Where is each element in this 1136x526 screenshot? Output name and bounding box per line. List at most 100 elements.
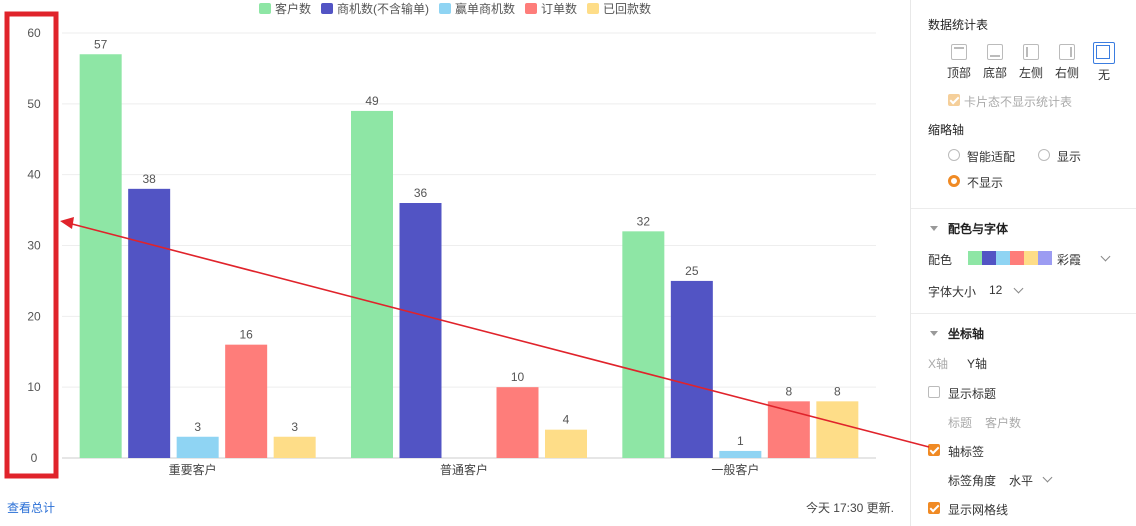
thumb-axis-title: 缩略轴 — [928, 123, 965, 137]
legend-item[interactable]: 商机数(不含输单) — [320, 0, 429, 16]
y-tick-label: 40 — [27, 168, 41, 182]
y-tick-label: 10 — [27, 380, 41, 394]
highlight-box — [4, 11, 59, 479]
legend-item[interactable]: 已回款数 — [587, 0, 651, 16]
bar-value-label: 38 — [142, 172, 156, 186]
stats-position-none-label: 无 — [1097, 68, 1110, 82]
y-tick-label: 30 — [27, 239, 41, 253]
axis-title-input[interactable]: 客户数 — [985, 416, 1022, 430]
x-tick-label: 普通客户 — [440, 462, 488, 477]
axis-title-label: 标题 — [948, 416, 973, 430]
stats-position-right[interactable]: 右侧 — [1054, 44, 1080, 81]
bar[interactable] — [128, 188, 171, 459]
legend-label: 订单数 — [541, 1, 578, 16]
bar[interactable] — [767, 401, 810, 458]
stats-position-top[interactable]: 顶部 — [946, 44, 972, 81]
bar-value-label: 1 — [737, 434, 744, 448]
bar[interactable] — [816, 401, 859, 458]
y-axis-tab[interactable]: Y轴 — [967, 357, 988, 371]
palette-label: 配色 — [928, 253, 953, 267]
stats-position-top-label: 顶部 — [946, 66, 971, 80]
legend-label: 赢单商机数 — [454, 1, 515, 16]
show-title-checkbox[interactable] — [928, 386, 940, 398]
legend-label: 已回款数 — [603, 1, 652, 16]
font-size-value[interactable]: 12 — [989, 283, 1003, 297]
collapse-caret-icon[interactable] — [930, 226, 938, 231]
palette-dropdown-chevron-icon[interactable] — [1100, 251, 1111, 262]
stats-position-none[interactable]: 无 — [1091, 42, 1117, 83]
view-total-link[interactable]: 查看总计 — [7, 501, 56, 515]
x-axis-tab[interactable]: X轴 — [928, 357, 949, 371]
bar[interactable] — [399, 203, 442, 458]
axis-label-checkbox[interactable] — [928, 444, 940, 456]
y-tick-label: 20 — [27, 309, 41, 323]
bar-value-label: 36 — [414, 186, 428, 200]
legend-swatch — [258, 2, 271, 14]
axis-section-title[interactable]: 坐标轴 — [948, 327, 985, 341]
axis-label-label: 轴标签 — [948, 445, 985, 459]
x-tick-label: 一般客户 — [711, 462, 759, 477]
bar-value-label: 57 — [94, 37, 108, 51]
palette-swatch-1 — [982, 251, 996, 265]
table-top-icon — [951, 44, 967, 60]
bar[interactable] — [176, 436, 219, 458]
bar-value-label: 10 — [511, 370, 525, 384]
thumb-axis-show-radio[interactable] — [1038, 149, 1050, 161]
x-tick-label: 重要客户 — [169, 462, 217, 477]
chart-legend: 客户数 商机数(不含输单) 赢单商机数 订单数 已回款数 — [0, 0, 910, 16]
stats-position-bottom[interactable]: 底部 — [982, 44, 1008, 81]
font-size-chevron-icon[interactable] — [1013, 283, 1024, 294]
bar[interactable] — [545, 429, 587, 458]
legend-item[interactable]: 赢单商机数 — [438, 0, 515, 16]
bar-value-label: 8 — [785, 384, 792, 398]
palette-swatch-5 — [1038, 251, 1052, 265]
font-size-label: 字体大小 — [928, 285, 977, 299]
annotation-arrow-head — [60, 217, 74, 229]
y-tick-label: 50 — [27, 97, 41, 111]
collapse-caret-icon[interactable] — [930, 331, 938, 336]
bar[interactable] — [225, 344, 268, 458]
stats-position-left[interactable]: 左侧 — [1018, 44, 1044, 81]
divider — [911, 208, 1136, 209]
color-font-title[interactable]: 配色与字体 — [948, 222, 1009, 236]
legend-item[interactable]: 订单数 — [525, 0, 577, 16]
y-tick-label: 60 — [27, 26, 41, 40]
show-grid-checkbox[interactable] — [928, 502, 940, 514]
bar[interactable] — [719, 450, 762, 458]
bar[interactable] — [79, 54, 122, 458]
bar-value-label: 3 — [194, 420, 201, 434]
palette-swatch-2 — [996, 251, 1010, 265]
stats-position-right-label: 右侧 — [1054, 66, 1079, 80]
bar-value-label: 25 — [685, 264, 699, 278]
palette-swatches[interactable] — [968, 251, 1052, 265]
table-left-icon — [1023, 44, 1039, 60]
settings-panel: 数据统计表 顶部 底部 左侧 右侧 无 卡片态不显示统计表 缩略轴 智能适配 显… — [910, 0, 1136, 526]
label-angle-value[interactable]: 水平 — [1009, 474, 1034, 488]
label-angle-label: 标签角度 — [948, 474, 997, 488]
bar-value-label: 3 — [291, 420, 298, 434]
bar-chart: 0 10 20 30 40 50 60 57 38 3 16 3 重要客户 49 36 10 4 普通客户 32 25… — [4, 11, 930, 479]
bar-value-label: 32 — [637, 214, 651, 228]
bar[interactable] — [351, 110, 393, 459]
thumb-axis-smart-radio[interactable] — [948, 149, 960, 161]
thumb-axis-show-label: 显示 — [1057, 150, 1082, 164]
label-angle-chevron-icon[interactable] — [1042, 472, 1053, 483]
bar[interactable] — [273, 436, 316, 458]
annotation-arrow-line — [71, 223, 930, 448]
table-none-icon — [1093, 42, 1115, 64]
bar[interactable] — [496, 387, 539, 458]
stats-position-bottom-label: 底部 — [982, 66, 1007, 80]
thumb-axis-hide-radio[interactable] — [948, 175, 960, 187]
bar[interactable] — [622, 231, 665, 458]
palette-swatch-0 — [968, 251, 982, 265]
card-hide-table-label: 卡片态不显示统计表 — [964, 95, 1073, 109]
legend-label: 客户数 — [274, 1, 311, 16]
bar[interactable] — [670, 280, 713, 458]
palette-name[interactable]: 彩霞 — [1057, 253, 1082, 267]
thumb-axis-hide-label: 不显示 — [967, 176, 1004, 190]
table-bottom-icon — [987, 44, 1003, 60]
legend-item[interactable]: 客户数 — [258, 0, 311, 16]
stats-table-title: 数据统计表 — [928, 18, 989, 32]
bar-value-label: 8 — [834, 384, 841, 398]
card-hide-table-checkbox[interactable] — [948, 94, 960, 106]
